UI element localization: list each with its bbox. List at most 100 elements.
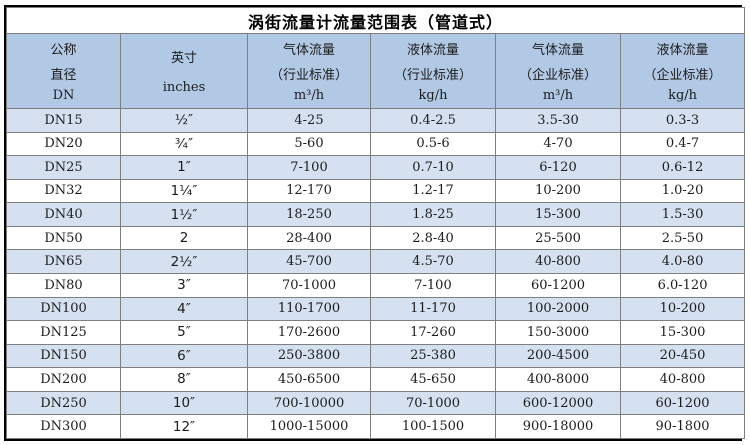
column-header-gas-industry: 气体流量 （行业标准） m³/h: [247, 33, 371, 109]
cell-gas-enterprise: 100-2000: [495, 296, 621, 322]
cell-inches: 3″: [120, 272, 248, 298]
column-header-line: kg/h: [668, 87, 698, 103]
cell-nominal-diameter: DN300: [6, 414, 121, 439]
cell-liquid-enterprise: 10-200: [619, 296, 746, 322]
cell-inches: ½″: [120, 108, 248, 133]
cell-liquid-enterprise: 4.0-80: [619, 249, 746, 274]
cell-liquid-enterprise: 15-300: [619, 320, 746, 345]
cell-gas-enterprise: 600-12000: [495, 390, 621, 416]
cell-inches: 8″: [120, 367, 248, 392]
cell-liquid-industry: 17-260: [370, 320, 496, 345]
cell-liquid-industry: 1.2-17: [370, 178, 496, 204]
cell-liquid-industry: 45-650: [370, 367, 496, 392]
column-header-inches: 英寸 inches: [120, 33, 248, 109]
cell-gas-enterprise: 60-1200: [495, 272, 621, 298]
cell-inches: 1″: [120, 155, 248, 180]
cell-gas-enterprise: 4-70: [495, 131, 621, 157]
cell-inches: 12″: [120, 414, 248, 439]
cell-nominal-diameter: DN32: [6, 178, 121, 204]
table-row-dn40: DN40 1½″ 18-250 1.8-25 15-300 1.5-30: [6, 202, 746, 227]
column-header-line: （企业标准）: [643, 67, 722, 83]
cell-nominal-diameter: DN40: [6, 202, 121, 227]
cell-nominal-diameter: DN80: [6, 272, 121, 298]
cell-inches: 2½″: [120, 249, 248, 274]
table-row-dn125: DN125 5″ 170-2600 17-260 150-3000 15-300: [6, 320, 746, 345]
cell-liquid-enterprise: 90-1800: [619, 414, 746, 439]
cell-gas-industry: 70-1000: [247, 272, 371, 298]
column-header-line: （行业标准）: [269, 67, 348, 83]
cell-inches: 6″: [120, 343, 248, 369]
cell-gas-industry: 45-700: [247, 249, 371, 274]
table-row-dn100: DN100 4″ 110-1700 11-170 100-2000 10-200: [6, 296, 746, 322]
table-row-dn300: DN300 12″ 1000-15000 100-1500 900-18000 90-18…: [6, 414, 746, 439]
column-header-gas-enterprise: 气体流量 （企业标准） m³/h: [495, 33, 621, 109]
cell-inches: 4″: [120, 296, 248, 322]
cell-inches: ¾″: [120, 131, 248, 157]
cell-liquid-enterprise: 1.0-20: [619, 178, 746, 204]
cell-inches: 1¼″: [120, 178, 248, 204]
cell-liquid-enterprise: 0.4-7: [619, 131, 746, 157]
table-row-dn150: DN150 6″ 250-3800 25-380 200-4500 20-450: [6, 343, 746, 369]
cell-inches: 10″: [120, 390, 248, 416]
cell-liquid-enterprise: 20-450: [619, 343, 746, 369]
cell-gas-industry: 18-250: [247, 202, 371, 227]
cell-nominal-diameter: DN250: [6, 390, 121, 416]
column-header-liquid-industry: 液体流量 （行业标准） kg/h: [370, 33, 496, 109]
table-row-dn20: DN20 ¾″ 5-60 0.5-6 4-70 0.4-7: [6, 131, 746, 157]
cell-liquid-industry: 2.8-40: [370, 225, 496, 251]
cell-inches: 2: [120, 225, 248, 251]
table-row-dn50: DN50 2 28-400 2.8-40 25-500 2.5-50: [6, 225, 746, 251]
cell-gas-industry: 1000-15000: [247, 414, 371, 439]
cell-gas-enterprise: 6-120: [495, 155, 621, 180]
cell-liquid-industry: 70-1000: [370, 390, 496, 416]
cell-liquid-industry: 11-170: [370, 296, 496, 322]
cell-liquid-enterprise: 0.3-3: [619, 108, 746, 133]
cell-inches: 1½″: [120, 202, 248, 227]
column-header-line: （行业标准）: [393, 67, 472, 83]
column-header-nominal-diameter: 公称 直径 DN: [6, 33, 121, 109]
table-header-row: 公称 直径 DN 英寸 inches 气体流量 （行业标准） m³/h 液体流量 （行业标准） kg…: [6, 33, 746, 109]
cell-gas-industry: 12-170: [247, 178, 371, 204]
cell-nominal-diameter: DN200: [6, 367, 121, 392]
cell-gas-industry: 7-100: [247, 155, 371, 180]
column-header-line: 液体流量: [406, 43, 459, 59]
cell-gas-enterprise: 3.5-30: [495, 108, 621, 133]
cell-liquid-industry: 0.4-2.5: [370, 108, 496, 133]
cell-liquid-enterprise: 1.5-30: [619, 202, 746, 227]
cell-nominal-diameter: DN20: [6, 131, 121, 157]
cell-nominal-diameter: DN65: [6, 249, 121, 274]
cell-gas-enterprise: 150-3000: [495, 320, 621, 345]
flow-range-table: 涡街流量计流量范围表（管道式） 公称 直径 DN 英寸 inches 气体流量 （行业标准）…: [5, 7, 746, 439]
flow-range-table-frame: 涡街流量计流量范围表（管道式） 公称 直径 DN 英寸 inches 气体流量 （行业标准）…: [4, 5, 746, 441]
cell-gas-enterprise: 15-300: [495, 202, 621, 227]
cell-gas-industry: 450-6500: [247, 367, 371, 392]
column-header-line: 公称: [50, 43, 77, 59]
column-header-line: 英寸: [170, 51, 197, 67]
cell-gas-industry: 170-2600: [247, 320, 371, 345]
cell-liquid-enterprise: 0.6-12: [619, 155, 746, 180]
table-row-dn15: DN15 ½″ 4-25 0.4-2.5 3.5-30 0.3-3: [6, 108, 746, 133]
cell-gas-industry: 5-60: [247, 131, 371, 157]
column-header-liquid-enterprise: 液体流量 （企业标准） kg/h: [619, 33, 746, 109]
table-title: 涡街流量计流量范围表（管道式）: [5, 7, 746, 34]
column-header-line: 液体流量: [656, 43, 709, 59]
cell-gas-enterprise: 25-500: [495, 225, 621, 251]
cell-liquid-industry: 1.8-25: [370, 202, 496, 227]
cell-gas-enterprise: 10-200: [495, 178, 621, 204]
cell-gas-enterprise: 200-4500: [495, 343, 621, 369]
cell-gas-industry: 250-3800: [247, 343, 371, 369]
cell-nominal-diameter: DN100: [6, 296, 121, 322]
cell-gas-enterprise: 40-800: [495, 249, 621, 274]
table-row-dn32: DN32 1¼″ 12-170 1.2-17 10-200 1.0-20: [6, 178, 746, 204]
column-header-line: DN: [52, 87, 75, 103]
cell-gas-industry: 28-400: [247, 225, 371, 251]
cell-gas-industry: 110-1700: [247, 296, 371, 322]
table-row-dn200: DN200 8″ 450-6500 45-650 400-8000 40-800: [6, 367, 746, 392]
cell-gas-industry: 4-25: [247, 108, 371, 133]
cell-gas-enterprise: 900-18000: [495, 414, 621, 439]
cell-liquid-industry: 100-1500: [370, 414, 496, 439]
cell-nominal-diameter: DN150: [6, 343, 121, 369]
cell-liquid-industry: 25-380: [370, 343, 496, 369]
table-row-dn80: DN80 3″ 70-1000 7-100 60-1200 6.0-120: [6, 272, 746, 298]
data-table-body: DN15 ½″ 4-25 0.4-2.5 3.5-30 0.3-3 DN20 ¾″ 5-60 0.…: [6, 108, 746, 439]
